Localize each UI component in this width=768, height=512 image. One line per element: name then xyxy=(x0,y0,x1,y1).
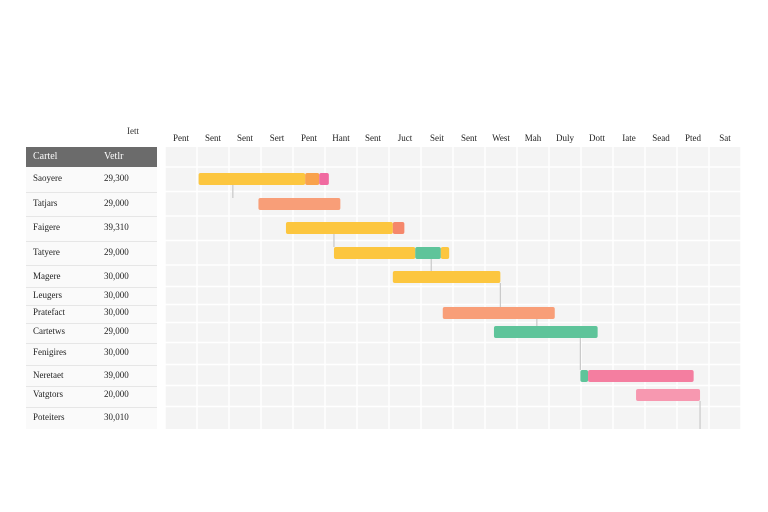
task-list-panel xyxy=(26,147,157,429)
task-row-separator xyxy=(26,364,157,366)
task-row-separator xyxy=(26,342,157,344)
task-value: 29,000 xyxy=(104,198,129,208)
month-label: Sert xyxy=(269,133,285,143)
task-row-separator xyxy=(26,216,157,217)
task-name: Cartetws xyxy=(33,326,65,336)
task-bar[interactable] xyxy=(305,173,320,185)
task-value: 29,300 xyxy=(104,173,129,183)
task-row-separator xyxy=(26,265,157,266)
month-label: Sent xyxy=(364,133,382,143)
task-bar[interactable] xyxy=(285,222,393,234)
task-bar[interactable] xyxy=(319,173,329,185)
task-bar[interactable] xyxy=(198,173,306,185)
month-label: Mah xyxy=(524,133,542,143)
task-name: Fenigires xyxy=(33,347,67,357)
month-label: Sent xyxy=(204,133,222,143)
task-row-separator xyxy=(26,286,157,288)
task-name: Faigere xyxy=(33,222,60,232)
task-name: Leugers xyxy=(33,290,62,300)
column-header-value: Vetlr xyxy=(104,151,124,162)
month-label: Hant xyxy=(332,133,350,143)
task-bar[interactable] xyxy=(392,271,501,283)
task-bar[interactable] xyxy=(636,389,701,401)
task-value: 29,000 xyxy=(104,326,129,336)
task-bar[interactable] xyxy=(580,370,589,382)
corner-label: Iett xyxy=(127,126,139,136)
month-label: Sent xyxy=(236,133,254,143)
task-value: 30,000 xyxy=(104,290,129,300)
task-row-separator xyxy=(26,385,157,387)
task-bar[interactable] xyxy=(493,326,598,338)
month-label: Sead xyxy=(652,133,670,143)
task-value: 30,010 xyxy=(104,412,129,422)
month-label: Dott xyxy=(588,133,606,143)
task-row-separator xyxy=(26,240,157,242)
task-bar[interactable] xyxy=(440,247,450,259)
task-row-separator xyxy=(26,322,157,324)
month-label: Sat xyxy=(719,133,731,143)
task-bar[interactable] xyxy=(415,247,441,259)
task-name: Magere xyxy=(33,271,61,281)
task-value: 39,310 xyxy=(104,222,129,232)
month-label: Pent xyxy=(172,133,190,143)
task-bar[interactable] xyxy=(392,222,405,234)
month-label: Iate xyxy=(622,133,636,143)
task-list-header: Cartel Vetlr xyxy=(26,147,157,167)
task-name: Neretaet xyxy=(33,370,64,380)
task-bar[interactable] xyxy=(588,370,694,382)
task-name: Tatjars xyxy=(33,198,58,208)
task-name: Saoyere xyxy=(33,173,62,183)
month-label: West xyxy=(492,133,510,143)
task-bar[interactable] xyxy=(258,198,341,210)
task-bar[interactable] xyxy=(442,307,555,319)
task-name: Poteiters xyxy=(33,412,65,422)
task-name: Vatgtors xyxy=(33,389,63,399)
task-name: Tatyere xyxy=(33,247,60,257)
task-row-separator xyxy=(26,406,157,408)
month-label: Sent xyxy=(460,133,478,143)
task-value: 30,000 xyxy=(104,307,129,317)
month-label: Seit xyxy=(429,133,445,143)
task-row-separator xyxy=(26,304,157,306)
task-value: 30,000 xyxy=(104,347,129,357)
month-label: Juct xyxy=(397,133,413,143)
task-row-separator xyxy=(26,191,157,193)
task-name: Pratefact xyxy=(33,307,65,317)
column-header-name: Cartel xyxy=(33,151,58,162)
task-bar[interactable] xyxy=(333,247,416,259)
month-label: Pted xyxy=(684,133,702,143)
task-value: 30,000 xyxy=(104,271,129,281)
task-value: 20,000 xyxy=(104,389,129,399)
task-value: 39,000 xyxy=(104,370,129,380)
task-value: 29,000 xyxy=(104,247,129,257)
month-label: Duly xyxy=(556,133,574,143)
month-label: Pent xyxy=(300,133,318,143)
